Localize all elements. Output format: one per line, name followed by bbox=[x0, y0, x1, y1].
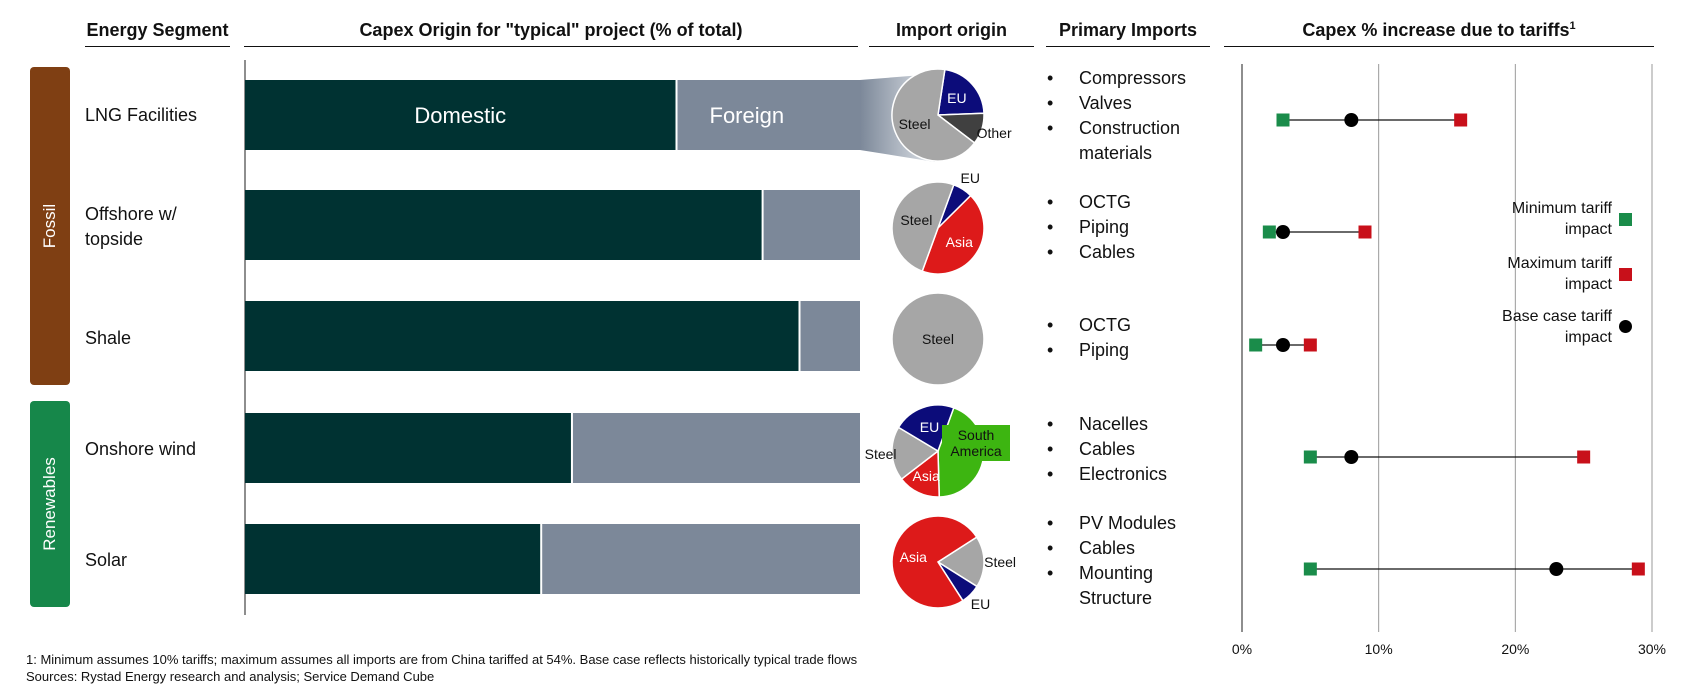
pie-slice-label: EU bbox=[947, 90, 967, 107]
import-item: Valves bbox=[1045, 91, 1195, 116]
legend-base-marker bbox=[1619, 320, 1632, 333]
pie-slice-label: Asia bbox=[945, 233, 973, 250]
base-marker bbox=[1344, 113, 1359, 127]
max-marker bbox=[1454, 113, 1468, 127]
import-item: Construction materials bbox=[1045, 116, 1195, 166]
segment-label-solar: Solar bbox=[85, 550, 128, 570]
header-primary-imports: Primary Imports bbox=[1046, 20, 1210, 47]
segment-label-lng: LNG Facilities bbox=[85, 105, 198, 125]
import-item: Piping bbox=[1045, 215, 1135, 240]
bar-foreign bbox=[542, 524, 860, 594]
pie-slice bbox=[891, 68, 976, 162]
imports-list-shale: OCTG Piping bbox=[1045, 313, 1131, 363]
pie-slice-label: Steel bbox=[900, 212, 933, 229]
imports-list-lng: Compressors Valves Construction material… bbox=[1045, 66, 1195, 166]
bar-foreign bbox=[677, 80, 860, 150]
x-tick-label: 30% bbox=[1638, 641, 1666, 657]
pie-slice-label: EU bbox=[960, 169, 980, 186]
pie-slice-label: EU bbox=[970, 596, 991, 613]
legend-max-label: Maximum tariff impact bbox=[1507, 255, 1612, 293]
max-marker bbox=[1631, 562, 1645, 576]
segment-label-shale: Shale bbox=[85, 328, 132, 348]
legend-base-label: Base case tariff impact bbox=[1502, 308, 1612, 346]
bar-foreign bbox=[572, 413, 860, 483]
pie-slice bbox=[921, 194, 985, 275]
min-marker bbox=[1249, 338, 1263, 352]
segment-label-offshore: Offshore w/ topside bbox=[85, 204, 177, 249]
imports-list-solar: PV Modules Cables Mounting Structure bbox=[1045, 511, 1195, 611]
group-bar-fossil: Fossil bbox=[30, 67, 70, 385]
min-marker bbox=[1262, 225, 1276, 239]
bar-domestic bbox=[245, 190, 762, 260]
pie-slice bbox=[891, 426, 940, 481]
pie-slice bbox=[897, 404, 955, 453]
import-item: Electronics bbox=[1045, 462, 1167, 487]
min-marker bbox=[1303, 450, 1317, 464]
header-energy-segment: Energy Segment bbox=[85, 20, 230, 47]
segment-label-onshore-wind: Onshore wind bbox=[85, 439, 197, 459]
import-item: Cables bbox=[1045, 536, 1195, 561]
header-tariff-increase: Capex % increase due to tariffs1 bbox=[1224, 20, 1654, 47]
min-marker bbox=[1276, 113, 1290, 127]
imports-list-offshore: OCTG Piping Cables bbox=[1045, 190, 1135, 265]
import-item: Mounting Structure bbox=[1045, 561, 1195, 611]
import-item: OCTG bbox=[1045, 190, 1135, 215]
x-tick-label: 10% bbox=[1365, 641, 1393, 657]
legend-min-label: Minimum tariff impact bbox=[1511, 200, 1612, 238]
bar-label-domestic: Domestic bbox=[414, 103, 506, 128]
pie-slice-label: Asia bbox=[912, 467, 940, 484]
pie-slice-label: Other bbox=[976, 124, 1012, 141]
base-marker bbox=[1549, 562, 1564, 576]
header-tariff-text: Capex % increase due to tariffs bbox=[1302, 20, 1570, 40]
base-marker bbox=[1276, 338, 1290, 352]
pie-slice bbox=[891, 292, 985, 386]
legend-max-marker bbox=[1619, 268, 1632, 281]
pie-slice bbox=[937, 68, 985, 116]
pie-slice-label: EU bbox=[919, 419, 940, 436]
pie-slice-label: Steel bbox=[898, 116, 931, 133]
header-tariff-footnote-mark: 1 bbox=[1569, 20, 1576, 32]
import-item: Cables bbox=[1045, 240, 1135, 265]
footnote-sources: Sources: Rystad Energy research and anal… bbox=[26, 669, 435, 684]
pie-slice-label: Steel bbox=[984, 553, 1017, 570]
pie-slice bbox=[891, 181, 955, 273]
header-import-origin: Import origin bbox=[869, 20, 1034, 47]
bar-domestic bbox=[245, 413, 571, 483]
x-tick-label: 20% bbox=[1501, 641, 1529, 657]
group-bar-renewables: Renewables bbox=[30, 401, 70, 607]
pie-slice-label: Steel bbox=[922, 331, 954, 347]
min-marker bbox=[1303, 562, 1317, 576]
legend-min-marker bbox=[1619, 213, 1632, 226]
bar-foreign bbox=[763, 190, 860, 260]
imports-list-onshore-wind: Nacelles Cables Electronics bbox=[1045, 412, 1167, 487]
base-marker bbox=[1276, 225, 1290, 239]
import-item: PV Modules bbox=[1045, 511, 1195, 536]
import-item: Compressors bbox=[1045, 66, 1195, 91]
max-marker bbox=[1303, 338, 1317, 352]
pie-slice-label: Steel bbox=[864, 446, 897, 463]
bar-domestic bbox=[245, 524, 541, 594]
import-item: OCTG bbox=[1045, 313, 1131, 338]
max-marker bbox=[1577, 450, 1591, 464]
pie-slice bbox=[891, 515, 978, 609]
footnote-1: 1: Minimum assumes 10% tariffs; maximum … bbox=[26, 652, 858, 667]
import-item: Nacelles bbox=[1045, 412, 1167, 437]
bar-foreign bbox=[800, 301, 860, 371]
bar-domestic bbox=[245, 301, 799, 371]
max-marker bbox=[1358, 225, 1372, 239]
import-item: Cables bbox=[1045, 437, 1167, 462]
x-tick-label: 0% bbox=[1232, 641, 1252, 657]
pie-slice-label: South America bbox=[942, 425, 1010, 461]
pie-slice bbox=[936, 536, 985, 588]
header-capex-origin: Capex Origin for "typical" project (% of… bbox=[244, 20, 858, 47]
import-item: Piping bbox=[1045, 338, 1131, 363]
pie-slice-label: Asia bbox=[899, 548, 927, 565]
bar-label-foreign: Foreign bbox=[710, 103, 785, 128]
base-marker bbox=[1344, 450, 1359, 464]
bar-domestic bbox=[245, 80, 676, 150]
